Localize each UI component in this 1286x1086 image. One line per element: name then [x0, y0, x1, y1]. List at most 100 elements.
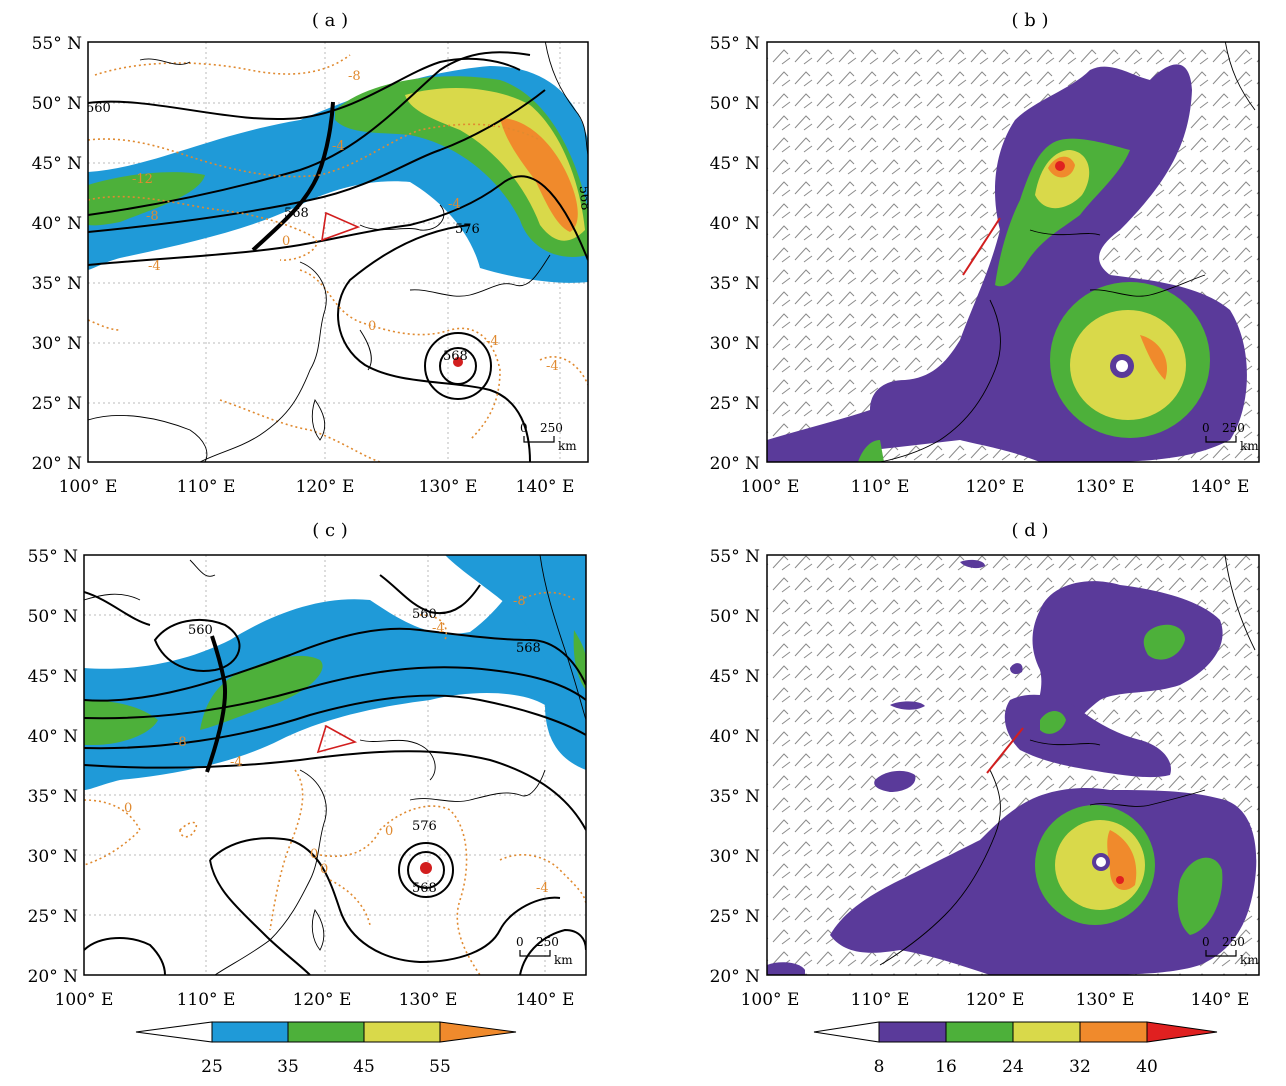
svg-text:100° E: 100° E	[741, 990, 800, 1010]
svg-text:-8: -8	[174, 735, 187, 750]
lon-axis-labels: 100° E 110° E 120° E 130° E 140° E	[59, 477, 575, 497]
wind-yellow-north	[1035, 150, 1090, 209]
jet-green-west	[88, 172, 205, 226]
target-triangle	[316, 724, 358, 754]
svg-text:560: 560	[86, 101, 111, 116]
svg-text:0: 0	[516, 935, 524, 949]
svg-text:-12: -12	[132, 172, 153, 187]
colorbar-ticks: 25 35 45 55	[201, 1057, 451, 1077]
temperature-labels: -8 -4 -12 -8 0 -4 -4 0 -4 -4	[132, 69, 559, 374]
svg-text:560: 560	[188, 623, 213, 638]
coastlines	[84, 555, 586, 975]
svg-text:110° E: 110° E	[851, 990, 910, 1010]
svg-text:40° N: 40° N	[28, 727, 79, 747]
svg-text:35: 35	[277, 1057, 299, 1077]
svg-text:-4: -4	[332, 139, 345, 154]
lat-axis-labels: 55° N 50° N 45° N 40° N 35° N 30° N 25° …	[710, 34, 761, 474]
coastlines	[879, 555, 1256, 966]
jet-green-region	[200, 655, 323, 730]
map-frame	[87, 41, 589, 463]
scale-bar: 0 250 km	[1202, 935, 1259, 967]
svg-text:100° E: 100° E	[59, 477, 118, 497]
svg-text:0: 0	[320, 862, 328, 877]
svg-text:35° N: 35° N	[710, 787, 761, 807]
wind-purple-spot-2	[890, 701, 925, 710]
trough-line	[251, 101, 335, 252]
svg-text:50° N: 50° N	[28, 607, 79, 627]
svg-text:25: 25	[201, 1057, 223, 1077]
svg-text:40° N: 40° N	[710, 214, 761, 234]
jet-blue-region	[84, 555, 586, 790]
wind-purple-north	[1030, 581, 1223, 746]
svg-text:km: km	[554, 953, 573, 967]
svg-text:35° N: 35° N	[32, 274, 83, 294]
svg-text:-4: -4	[230, 755, 243, 770]
typhoon-orange-band	[1140, 335, 1168, 380]
jet-yellow-region	[405, 87, 585, 241]
typhoon-red-core	[1116, 876, 1124, 884]
colorbar-segment-1	[878, 1021, 947, 1043]
panel-title: ( b )	[1011, 10, 1048, 31]
svg-text:130° E: 130° E	[1076, 990, 1135, 1010]
colorbar-segment-4	[439, 1021, 517, 1043]
svg-text:45° N: 45° N	[28, 667, 79, 687]
svg-text:568: 568	[516, 641, 541, 656]
svg-text:100° E: 100° E	[741, 477, 800, 497]
scale-bar: 0 250 km	[516, 935, 573, 967]
jet-green-west	[84, 700, 158, 745]
svg-text:55° N: 55° N	[32, 34, 83, 54]
wind-green-southwest	[858, 440, 884, 462]
typhoon-eye	[1116, 360, 1128, 372]
svg-text:140° E: 140° E	[1191, 477, 1250, 497]
svg-text:km: km	[558, 439, 577, 453]
wind-green-east	[1177, 857, 1223, 935]
temperature-labels: -8 -4 -8 -4 0 0 0 0 -4	[124, 594, 549, 896]
svg-text:130° E: 130° E	[399, 990, 458, 1010]
svg-text:24: 24	[1002, 1057, 1024, 1077]
svg-text:45° N: 45° N	[710, 154, 761, 174]
svg-text:576: 576	[455, 222, 480, 237]
svg-text:0: 0	[1202, 421, 1210, 435]
svg-text:130° E: 130° E	[1076, 477, 1135, 497]
colorbar-ticks: 8 16 24 32 40	[874, 1057, 1158, 1077]
svg-text:0: 0	[310, 847, 318, 862]
svg-text:25° N: 25° N	[710, 394, 761, 414]
panel-title: ( d )	[1011, 520, 1048, 541]
panel-a: ( a )	[32, 10, 589, 497]
svg-text:55° N: 55° N	[710, 547, 761, 567]
svg-text:45° N: 45° N	[32, 154, 83, 174]
wind-purple-west	[874, 770, 916, 792]
svg-text:55° N: 55° N	[28, 547, 79, 567]
svg-text:250: 250	[540, 421, 563, 435]
colorbar-segment-2	[945, 1021, 1014, 1043]
svg-text:568: 568	[412, 881, 437, 896]
svg-text:50° N: 50° N	[32, 94, 83, 114]
temperature-contours	[88, 54, 588, 462]
target-triangle	[321, 211, 361, 242]
svg-text:0: 0	[124, 801, 132, 816]
lat-axis-labels: 55° N 50° N 45° N 40° N 35° N 30° N 25° …	[28, 547, 79, 987]
svg-text:55° N: 55° N	[710, 34, 761, 54]
svg-text:40: 40	[1136, 1057, 1158, 1077]
svg-text:50° N: 50° N	[710, 607, 761, 627]
svg-text:32: 32	[1069, 1057, 1091, 1077]
svg-text:-8: -8	[348, 69, 361, 84]
svg-text:130° E: 130° E	[419, 477, 478, 497]
svg-text:35° N: 35° N	[710, 274, 761, 294]
svg-text:0: 0	[282, 234, 290, 249]
svg-text:140° E: 140° E	[1191, 990, 1250, 1010]
svg-text:-4: -4	[148, 259, 161, 274]
coastlines	[879, 42, 1256, 462]
panel-b: ( b ) 0 250	[710, 10, 1260, 497]
typhoon-center	[453, 357, 463, 367]
map-frame	[766, 41, 1260, 463]
colorbar-left: 25 35 45 55	[135, 1021, 517, 1077]
trough-line	[205, 635, 228, 773]
colorbar-right: 8 16 24 32 40	[813, 1021, 1218, 1077]
wind-green-middle	[1040, 711, 1066, 734]
svg-text:250: 250	[536, 935, 559, 949]
colorbar-segment-4	[1079, 1021, 1148, 1043]
svg-text:35° N: 35° N	[28, 787, 79, 807]
wind-green-north	[1143, 624, 1185, 660]
wind-purple-spot-3	[1010, 663, 1023, 675]
